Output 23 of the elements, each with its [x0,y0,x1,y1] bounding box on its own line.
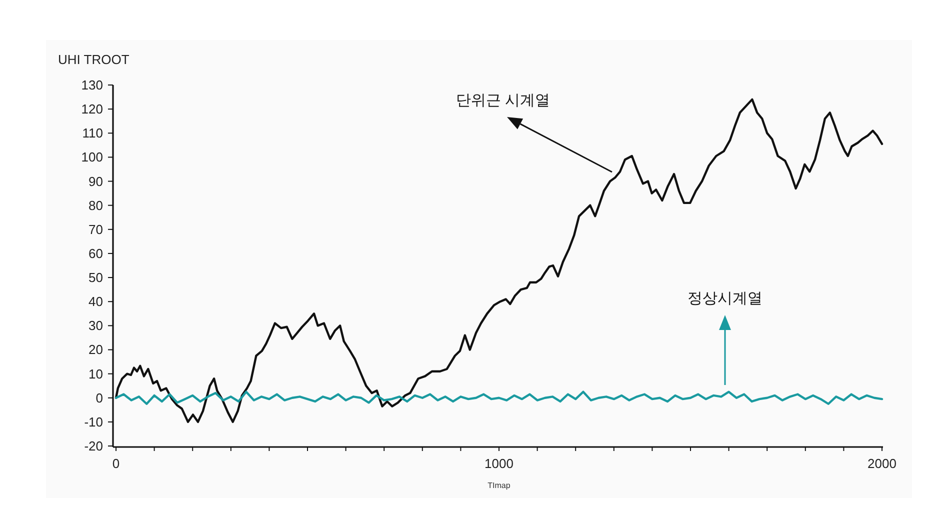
y-axis-title: UHI TROOT [58,52,130,67]
y-tick-label: 130 [81,78,103,92]
y-tick-label: 30 [88,318,103,334]
annotation: 정상시계열 [688,290,762,307]
y-tick-label: 100 [81,150,103,165]
y-tick-label: 80 [88,198,103,213]
y-tick-label: 0 [96,390,103,406]
y-tick-label: -10 [84,414,103,430]
y-tick-label: 120 [81,102,103,117]
y-tick-label: 40 [88,294,103,310]
y-tick-label: 10 [88,366,103,382]
y-tick-label: 110 [82,126,103,141]
x-tick-label: 0 [112,456,120,471]
x-tick-label: 1000 [484,456,514,471]
y-tick-label: 50 [88,270,103,286]
y-tick-label: 90 [88,174,103,189]
x-axis-title: TImap [488,481,511,490]
x-tick-label: 2000 [868,456,896,471]
y-tick-label: 60 [88,246,103,261]
annotation: 단위근 시계열 [456,92,550,109]
y-tick-label: -20 [84,438,103,454]
y-tick-label: 70 [88,222,103,237]
y-tick-label: 20 [88,342,103,358]
